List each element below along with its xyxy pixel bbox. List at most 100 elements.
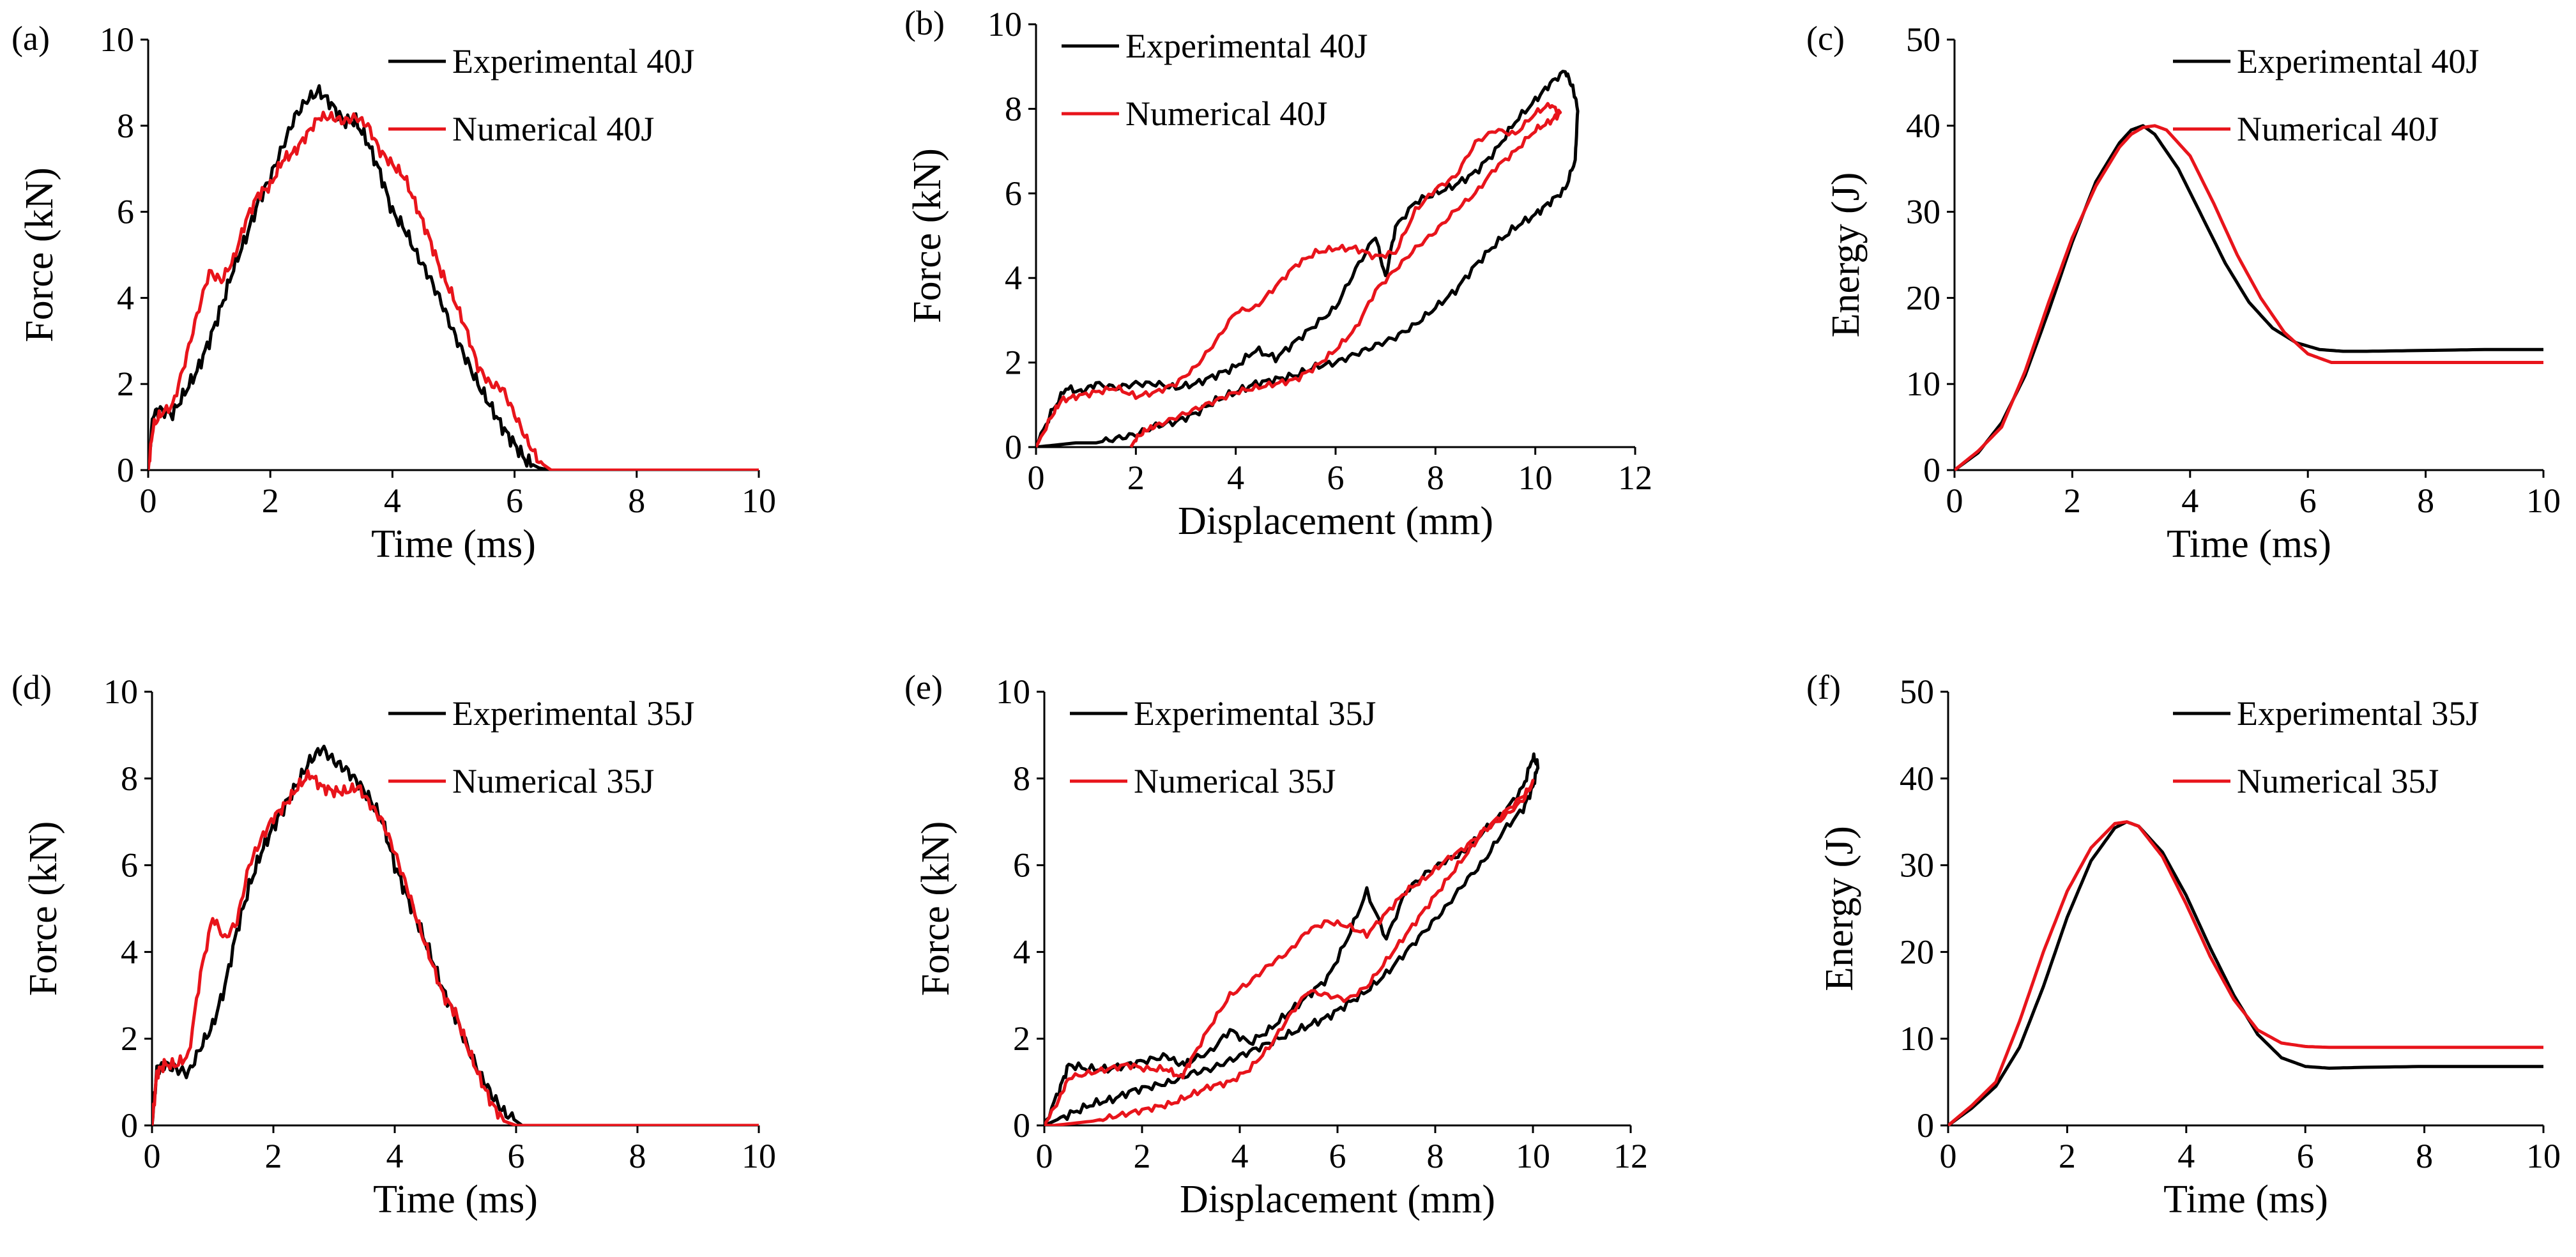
x-tick-label: 0 xyxy=(144,1137,161,1175)
x-tick-label: 4 xyxy=(1227,459,1244,497)
y-axis-label: Force (kN) xyxy=(914,821,957,996)
x-axis-label: Time (ms) xyxy=(2163,1178,2328,1221)
x-tick-label: 2 xyxy=(265,1137,282,1175)
x-tick-label: 0 xyxy=(1946,482,1963,520)
x-tick-label: 10 xyxy=(1518,459,1553,497)
experimental-series-line xyxy=(1948,820,2543,1126)
y-tick-label: 6 xyxy=(121,846,138,885)
x-tick-label: 2 xyxy=(262,482,279,520)
legend-label: Numerical 40J xyxy=(2237,110,2439,148)
y-tick-label: 2 xyxy=(1005,344,1022,382)
x-tick-label: 8 xyxy=(1427,1137,1444,1175)
legend-label: Numerical 35J xyxy=(1134,762,1336,800)
y-axis-label: Energy (J) xyxy=(1818,826,1861,991)
x-tick-label: 0 xyxy=(140,482,157,520)
chart-panel: 0 2 4 6 8 10 0 10 20 30 40 50 Time (ms) Energy (J) (c)… xyxy=(1806,19,2561,566)
x-tick-label: 10 xyxy=(2526,1137,2561,1175)
x-tick-label: 0 xyxy=(1036,1137,1053,1175)
x-tick-label: 8 xyxy=(629,1137,646,1175)
y-tick-label: 40 xyxy=(1906,107,1940,145)
x-tick-label: 2 xyxy=(2064,482,2081,520)
y-tick-label: 10 xyxy=(103,673,138,711)
x-tick-label: 2 xyxy=(1127,459,1145,497)
y-tick-label: 10 xyxy=(1900,1019,1934,1058)
y-tick-label: 6 xyxy=(117,193,134,231)
x-axis-label: Time (ms) xyxy=(373,1178,538,1221)
y-tick-label: 2 xyxy=(121,1019,138,1058)
legend-label: Experimental 35J xyxy=(2237,694,2479,733)
x-tick-label: 6 xyxy=(508,1137,525,1175)
numerical-series-line xyxy=(148,110,759,471)
x-tick-label: 8 xyxy=(628,482,645,520)
y-tick-label: 0 xyxy=(1923,451,1940,489)
x-tick-label: 0 xyxy=(1940,1137,1957,1175)
x-tick-label: 10 xyxy=(742,482,776,520)
y-tick-label: 8 xyxy=(117,107,134,145)
experimental-series-line xyxy=(1955,124,2543,471)
y-tick-label: 0 xyxy=(117,451,134,489)
legend-label: Numerical 35J xyxy=(2237,762,2439,800)
numerical-series-line xyxy=(152,769,759,1126)
y-tick-label: 40 xyxy=(1900,759,1934,798)
x-tick-label: 8 xyxy=(2416,1137,2433,1175)
y-axis-label: Force (kN) xyxy=(18,167,61,342)
y-tick-label: 2 xyxy=(1013,1019,1030,1058)
y-tick-label: 10 xyxy=(996,673,1030,711)
chart-panel: 0 2 4 6 8 10 0 10 20 30 40 50 Time (ms) Energy (J) (f)… xyxy=(1806,668,2561,1221)
y-tick-label: 8 xyxy=(1005,89,1022,128)
x-tick-label: 0 xyxy=(1028,459,1045,497)
y-tick-label: 0 xyxy=(121,1106,138,1145)
numerical-series-line xyxy=(1036,102,1562,448)
numerical-series-line xyxy=(1948,820,2543,1126)
chart-panel: 0 2 4 6 8 10 0 2 4 6 8 10 Time (ms) Force (kN) (a) Expe… xyxy=(11,19,776,566)
y-tick-label: 2 xyxy=(117,365,134,403)
x-tick-label: 12 xyxy=(1618,459,1652,497)
panel-label: (e) xyxy=(904,668,943,706)
experimental-series-line xyxy=(148,84,759,471)
y-tick-label: 4 xyxy=(121,933,138,971)
x-tick-label: 4 xyxy=(384,482,401,520)
x-tick-label: 10 xyxy=(742,1137,776,1175)
y-tick-label: 0 xyxy=(1013,1106,1030,1145)
y-tick-label: 6 xyxy=(1013,846,1030,885)
panel-label: (b) xyxy=(904,4,945,42)
panel-label: (d) xyxy=(11,668,52,706)
x-tick-label: 2 xyxy=(1134,1137,1151,1175)
numerical-series-line xyxy=(1955,124,2543,471)
x-axis-label: Time (ms) xyxy=(2167,522,2331,566)
x-tick-label: 10 xyxy=(2526,482,2561,520)
x-tick-label: 6 xyxy=(2299,482,2317,520)
y-tick-label: 4 xyxy=(1013,933,1030,971)
y-tick-label: 0 xyxy=(1917,1106,1934,1145)
x-axis-label: Displacement (mm) xyxy=(1180,1178,1495,1221)
legend-label: Experimental 40J xyxy=(452,42,694,80)
y-axis-label: Energy (J) xyxy=(1824,172,1868,338)
panel-label: (a) xyxy=(11,19,50,57)
experimental-series-line xyxy=(1044,752,1540,1126)
x-tick-label: 4 xyxy=(2177,1137,2195,1175)
x-tick-label: 4 xyxy=(1231,1137,1249,1175)
legend-label: Experimental 40J xyxy=(1125,27,1368,65)
y-tick-label: 0 xyxy=(1005,428,1022,466)
chart-panel: 0 2 4 6 8 10 12 0 2 4 6 8 10 Displacement (mm) Force (… xyxy=(904,4,1652,543)
y-tick-label: 30 xyxy=(1900,846,1934,885)
x-tick-label: 10 xyxy=(1516,1137,1550,1175)
panel-label: (c) xyxy=(1806,19,1845,57)
legend-label: Experimental 40J xyxy=(2237,42,2479,80)
chart-panel: 0 2 4 6 8 10 0 2 4 6 8 10 Time (ms) Force (kN) (d) Expe… xyxy=(11,668,776,1221)
experimental-series-line xyxy=(152,744,759,1126)
y-tick-label: 10 xyxy=(1906,365,1940,403)
y-tick-label: 4 xyxy=(1005,259,1022,297)
legend-label: Experimental 35J xyxy=(452,694,694,733)
y-tick-label: 8 xyxy=(1013,759,1030,798)
y-tick-label: 50 xyxy=(1906,20,1940,59)
y-tick-label: 10 xyxy=(987,5,1022,43)
legend-label: Experimental 35J xyxy=(1134,694,1376,733)
x-tick-label: 4 xyxy=(386,1137,404,1175)
x-tick-label: 6 xyxy=(506,482,523,520)
numerical-series-line xyxy=(1044,779,1535,1126)
x-tick-label: 8 xyxy=(1427,459,1444,497)
legend-label: Numerical 35J xyxy=(452,762,654,800)
x-tick-label: 4 xyxy=(2181,482,2199,520)
